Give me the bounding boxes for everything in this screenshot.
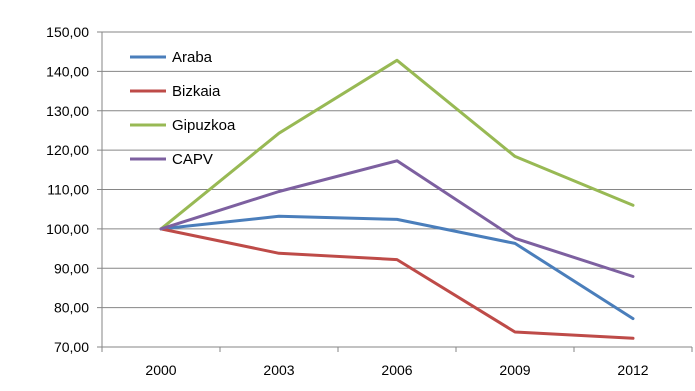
x-tick-label: 2009: [499, 362, 530, 378]
y-tick-label: 150,00: [46, 24, 89, 40]
series-line-capv: [159, 159, 635, 278]
y-tick-label: 140,00: [46, 63, 89, 79]
y-tick-label: 100,00: [46, 221, 89, 237]
series-line-gipuzkoa: [159, 58, 635, 231]
y-tick-labels: 70,00 80,00 90,00 100,00 110,00 120,00 130,00 1…: [46, 24, 89, 355]
y-tick-label: 120,00: [46, 142, 89, 158]
x-tick-labels: 2000 2003 2006 2009 2012: [145, 362, 648, 378]
axes: [97, 31, 693, 352]
legend-label: Araba: [172, 49, 213, 66]
series-lines: [159, 58, 635, 340]
x-tick-label: 2000: [145, 362, 176, 378]
y-tick-label: 70,00: [54, 339, 89, 355]
y-tick-label: 110,00: [47, 182, 89, 198]
legend-label: Bizkaia: [172, 83, 221, 100]
x-tick-label: 2003: [263, 362, 294, 378]
y-tick-label: 80,00: [54, 300, 89, 316]
legend-label: CAPV: [172, 151, 213, 168]
series-line-araba: [159, 214, 635, 321]
y-tick-label: 130,00: [46, 103, 89, 119]
x-tick-label: 2012: [617, 362, 648, 378]
y-tick-label: 90,00: [54, 260, 89, 276]
x-tick-label: 2006: [381, 362, 412, 378]
series-line-bizkaia: [159, 227, 635, 340]
legend: Araba Bizkaia Gipuzkoa CAPV: [130, 49, 236, 168]
legend-label: Gipuzkoa: [172, 117, 236, 134]
gridlines: [102, 31, 692, 309]
